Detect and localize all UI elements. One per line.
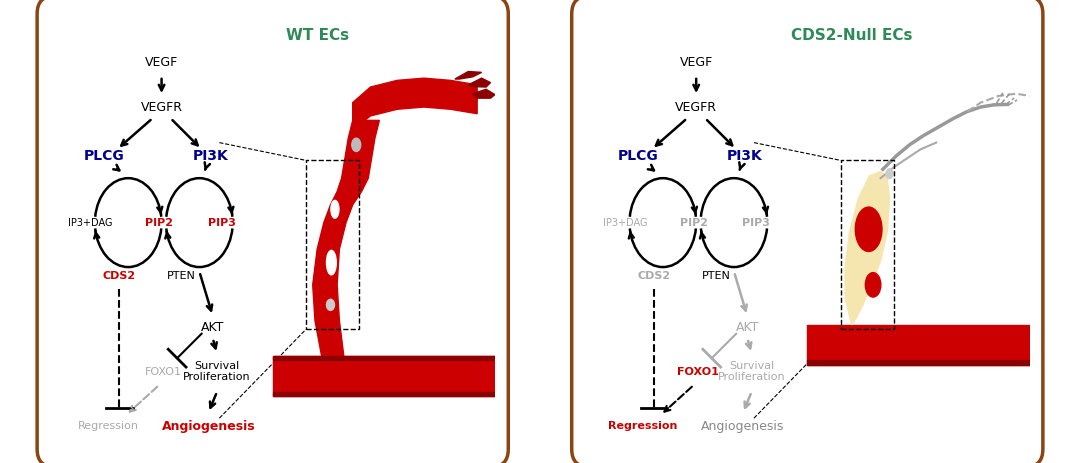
Text: VEGF: VEGF xyxy=(679,56,713,69)
Text: PLCG: PLCG xyxy=(83,149,124,163)
Text: PLCG: PLCG xyxy=(618,149,659,163)
Polygon shape xyxy=(473,89,495,98)
Text: VEGFR: VEGFR xyxy=(675,100,717,113)
Text: Regression: Regression xyxy=(78,421,138,431)
FancyBboxPatch shape xyxy=(571,0,1043,463)
Polygon shape xyxy=(469,78,490,87)
Polygon shape xyxy=(272,356,495,396)
Text: PI3K: PI3K xyxy=(192,149,228,163)
Text: PIP3: PIP3 xyxy=(742,218,770,228)
Text: Regression: Regression xyxy=(608,421,677,431)
Text: IP3+DAG: IP3+DAG xyxy=(603,218,647,228)
Text: CDS2-Null ECs: CDS2-Null ECs xyxy=(791,28,913,44)
Text: FOXO1: FOXO1 xyxy=(146,367,183,376)
Text: AKT: AKT xyxy=(735,320,759,333)
Text: Angiogenesis: Angiogenesis xyxy=(701,419,784,433)
Ellipse shape xyxy=(336,150,343,162)
Ellipse shape xyxy=(326,299,335,310)
Ellipse shape xyxy=(352,138,361,151)
Text: AKT: AKT xyxy=(201,320,225,333)
Text: Angiogenesis: Angiogenesis xyxy=(161,419,255,433)
Text: Survival
Proliferation: Survival Proliferation xyxy=(184,361,251,382)
Polygon shape xyxy=(272,356,495,360)
Ellipse shape xyxy=(326,250,336,275)
Text: Survival
Proliferation: Survival Proliferation xyxy=(718,361,785,382)
Text: CDS2: CDS2 xyxy=(103,271,136,281)
FancyBboxPatch shape xyxy=(37,0,509,463)
Text: PIP2: PIP2 xyxy=(680,218,708,228)
Polygon shape xyxy=(353,78,477,129)
Text: VEGFR: VEGFR xyxy=(140,100,183,113)
Polygon shape xyxy=(845,171,890,325)
Text: PIP3: PIP3 xyxy=(207,218,235,228)
Polygon shape xyxy=(272,392,495,396)
Ellipse shape xyxy=(330,200,339,218)
Polygon shape xyxy=(807,360,1029,365)
Text: PTEN: PTEN xyxy=(702,271,730,281)
Text: FOXO1: FOXO1 xyxy=(677,367,719,376)
Polygon shape xyxy=(313,120,379,356)
Text: CDS2: CDS2 xyxy=(637,271,671,281)
Text: IP3+DAG: IP3+DAG xyxy=(68,218,112,228)
Polygon shape xyxy=(455,71,482,79)
Text: VEGF: VEGF xyxy=(145,56,178,69)
Ellipse shape xyxy=(865,273,881,297)
Text: PTEN: PTEN xyxy=(167,271,195,281)
Text: WT ECs: WT ECs xyxy=(285,28,349,44)
Text: PIP2: PIP2 xyxy=(146,218,174,228)
Polygon shape xyxy=(807,325,1029,365)
Ellipse shape xyxy=(886,169,893,179)
Ellipse shape xyxy=(855,207,882,251)
Text: PI3K: PI3K xyxy=(727,149,762,163)
